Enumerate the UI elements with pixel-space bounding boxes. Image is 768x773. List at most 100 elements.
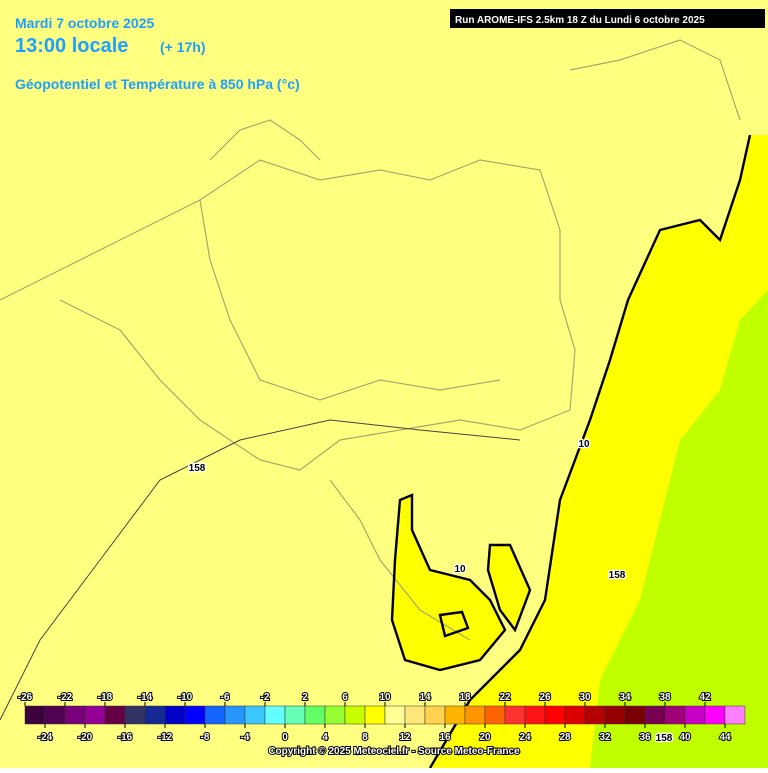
colorbar-swatch <box>284 705 306 725</box>
colorbar-swatch <box>404 705 426 725</box>
colorbar-swatch <box>444 705 466 725</box>
colorbar-tick-label: 24 <box>519 732 531 743</box>
colorbar-swatch <box>684 705 706 725</box>
run: Run AROME-IFS 2.5km 18 Z du Lundi 6 octo… <box>455 15 705 26</box>
colorbar-tick-label: 6 <box>342 692 348 703</box>
colorbar-tick-label: 16 <box>439 732 451 743</box>
border <box>199 199 501 401</box>
colorbar-swatch <box>84 705 106 725</box>
field: Géopotentiel et Température à 850 hPa (°… <box>15 76 300 92</box>
colorbar-tick-label: -12 <box>158 732 173 743</box>
colorbar-swatch <box>584 705 606 725</box>
colorbar-swatch <box>524 705 546 725</box>
colorbar-swatch <box>64 705 86 725</box>
contour-158 <box>0 419 521 721</box>
colorbar-tick-label: 10 <box>379 692 391 703</box>
colorbar-swatch <box>364 705 386 725</box>
colorbar-tick-label: 4 <box>322 732 328 743</box>
copyright: Copyright © 2025 Meteociel.fr - Source M… <box>268 746 520 757</box>
colorbar-tick-label: 34 <box>619 692 631 703</box>
border <box>569 39 741 121</box>
colorbar-swatch <box>24 705 46 725</box>
colorbar-swatch <box>224 705 246 725</box>
coast <box>209 119 321 161</box>
colorbar-tick-label: -20 <box>78 732 93 743</box>
colorbar-swatch <box>184 705 206 725</box>
colorbar-tick-label: -4 <box>241 732 250 743</box>
colorbar-swatch <box>204 705 226 725</box>
colorbar-tick-label: -16 <box>118 732 133 743</box>
border <box>329 479 471 641</box>
contour-10 <box>390 493 507 672</box>
colorbar-swatch <box>704 705 726 725</box>
time: 13:00 locale <box>15 35 128 57</box>
colorbar-swatch <box>484 705 506 725</box>
colorbar-tick-label: -8 <box>201 732 210 743</box>
colorbar-tick-label: 32 <box>599 732 611 743</box>
colorbar-tick-label: 44 <box>719 732 731 743</box>
colorbar-swatch <box>324 705 346 725</box>
colorbar-swatch <box>544 705 566 725</box>
colorbar-tick-label: 14 <box>419 692 431 703</box>
colorbar-tick-label: 8 <box>362 732 368 743</box>
colorbar-swatch <box>644 705 666 725</box>
colorbar-tick-label: 36 <box>639 732 651 743</box>
contour-label: 10 <box>578 439 590 450</box>
colorbar-swatch <box>464 705 486 725</box>
colorbar-swatch <box>344 705 366 725</box>
colorbar-swatch <box>604 705 626 725</box>
colorbar-swatch <box>664 705 686 725</box>
colorbar-swatch <box>264 705 286 725</box>
colorbar-tick-label: 22 <box>499 692 511 703</box>
colorbar-swatch <box>724 705 746 725</box>
colorbar-swatch <box>244 705 266 725</box>
colorbar-tick-label: 12 <box>399 732 411 743</box>
warm-blob <box>488 545 530 630</box>
colorbar-tick-label: 30 <box>579 692 591 703</box>
colorbar-swatch <box>44 705 66 725</box>
colorbar-tick-label: 0 <box>282 732 288 743</box>
border <box>0 159 576 471</box>
colorbar-tick-label: -26 <box>18 692 33 703</box>
warmer-area <box>590 290 768 768</box>
colorbar-tick-label: -24 <box>38 732 53 743</box>
contour-10 <box>428 134 752 769</box>
contour-label: 158 <box>189 463 206 474</box>
colorbar-tick-label: -6 <box>221 692 230 703</box>
colorbar-tick-label: 38 <box>659 692 671 703</box>
colorbar-tick-label: -18 <box>98 692 113 703</box>
colorbar-swatch <box>144 705 166 725</box>
colorbar-swatch <box>624 705 646 725</box>
colorbar: -26-24-22-20-18-16-14-12-10-8-6-4-202468… <box>17 691 746 744</box>
colorbar-swatch <box>164 705 186 725</box>
offset: (+ 17h) <box>160 39 206 55</box>
contour-10 <box>438 610 470 638</box>
colorbar-tick-label: 26 <box>539 692 551 703</box>
colorbar-swatch <box>504 705 526 725</box>
colorbar-swatch <box>104 705 126 725</box>
colorbar-tick-label: 40 <box>679 732 691 743</box>
colorbar-swatch <box>424 705 446 725</box>
colorbar-tick-label: 20 <box>479 732 491 743</box>
colorbar-tick-label: 28 <box>559 732 571 743</box>
contour-label: 158 <box>656 733 673 744</box>
run-box <box>450 9 765 28</box>
contour-labels: 10 10 158 158 158 <box>187 438 674 746</box>
colorbar-swatch <box>384 705 406 725</box>
colorbar-tick-label: -14 <box>138 692 153 703</box>
colorbar-swatch <box>124 705 146 725</box>
colorbar-swatch <box>564 705 586 725</box>
contour-label: 158 <box>609 570 626 581</box>
colorbar-tick-label: 2 <box>302 692 308 703</box>
date: Mardi 7 octobre 2025 <box>15 15 154 31</box>
colorbar-tick-label: -2 <box>261 692 270 703</box>
colorbar-swatch <box>304 705 326 725</box>
colorbar-tick-label: -10 <box>178 692 193 703</box>
colorbar-tick-label: 42 <box>699 692 711 703</box>
warm-blob <box>392 495 505 670</box>
contour-10 <box>486 543 532 633</box>
contour-label: 10 <box>454 564 466 575</box>
colorbar-tick-label: -22 <box>58 692 73 703</box>
